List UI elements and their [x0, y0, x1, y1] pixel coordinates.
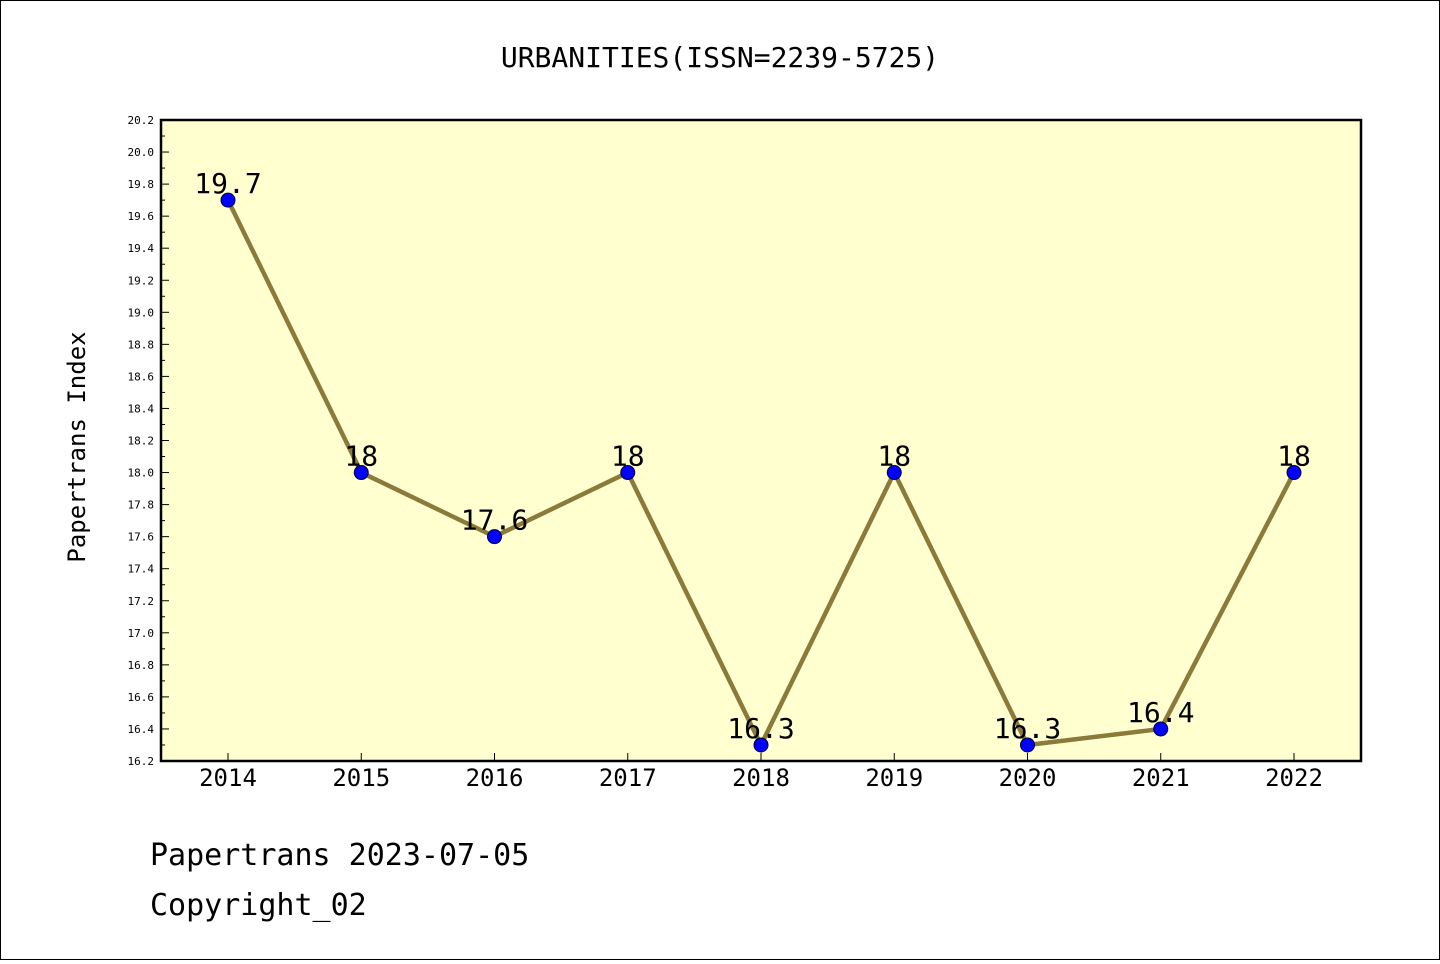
data-point: [487, 529, 502, 545]
data-label: 17.6: [461, 504, 528, 537]
y-axis: 16.2 16.4 16.6 16.8 17.0 17.2 17.4 17.6 17.8 18.0…: [128, 114, 169, 768]
y-tick-label: 17.4: [128, 563, 155, 576]
data-point: [753, 737, 769, 753]
x-tick-label: 2017: [599, 764, 657, 792]
y-tick-label: 20.2: [128, 114, 155, 127]
footer-date: Papertrans 2023-07-05: [150, 838, 529, 873]
data-label: 19.7: [194, 167, 261, 200]
x-tick-label: 2018: [732, 764, 790, 792]
y-tick-label: 18.2: [128, 435, 155, 448]
y-tick-label: 18.4: [128, 402, 155, 415]
y-tick-label: 16.6: [128, 691, 155, 704]
data-point: [886, 465, 902, 481]
y-tick-label: 17.6: [128, 531, 155, 544]
y-tick-label: 18.6: [128, 370, 155, 383]
y-tick-label: 19.2: [128, 274, 155, 287]
plot-border: [159, 118, 1363, 763]
data-label: 16.3: [994, 712, 1061, 745]
data-label: 18: [1277, 440, 1311, 473]
data-label: 18: [344, 440, 378, 473]
y-tick-label: 19.6: [128, 210, 155, 223]
y-tick-label: 16.8: [128, 659, 155, 672]
data-point: [220, 192, 236, 208]
y-tick-label: 17.2: [128, 595, 155, 608]
y-tick-label: 18.0: [128, 467, 155, 480]
data-point: [620, 465, 636, 481]
chart-title: URBANITIES(ISSN=2239-5725): [501, 41, 939, 74]
data-label: 16.4: [1127, 696, 1194, 729]
x-tick-label: 2020: [999, 764, 1057, 792]
footer-copyright: Copyright_02: [150, 888, 367, 923]
x-tick-label: 2015: [332, 764, 390, 792]
data-point: [353, 465, 369, 481]
data-label: 18: [877, 440, 911, 473]
x-tick-label: 2014: [199, 764, 257, 792]
data-point: [1020, 737, 1035, 753]
data-label: 16.3: [727, 712, 794, 745]
series-group: 19.7 18 17.6 18 16.3 18 16.3 16.4 18: [194, 167, 1311, 753]
x-tick-label: 2019: [865, 764, 923, 792]
y-tick-label: 19.4: [128, 242, 155, 255]
x-tick-label: 2022: [1265, 764, 1323, 792]
y-tick-label: 19.0: [128, 306, 155, 319]
y-tick-label: 17.0: [128, 627, 155, 640]
y-tick-label: 18.8: [128, 338, 155, 351]
y-tick-label: 20.0: [128, 146, 155, 159]
y-tick-label: 16.2: [128, 755, 155, 768]
x-axis: 2014 2015 2016 2017 2018 2019 2020 2021 2022: [199, 753, 1323, 792]
data-point: [1286, 465, 1302, 481]
y-tick-label: 19.8: [128, 178, 155, 191]
data-label: 18: [611, 440, 645, 473]
x-tick-label: 2016: [466, 764, 524, 792]
y-tick-label: 17.8: [128, 499, 155, 512]
y-axis-label: Papertrans Index: [63, 331, 91, 562]
data-point: [1153, 721, 1169, 737]
y-tick-label: 16.4: [128, 723, 155, 736]
plot-area: [161, 120, 1361, 761]
x-tick-label: 2021: [1132, 764, 1190, 792]
